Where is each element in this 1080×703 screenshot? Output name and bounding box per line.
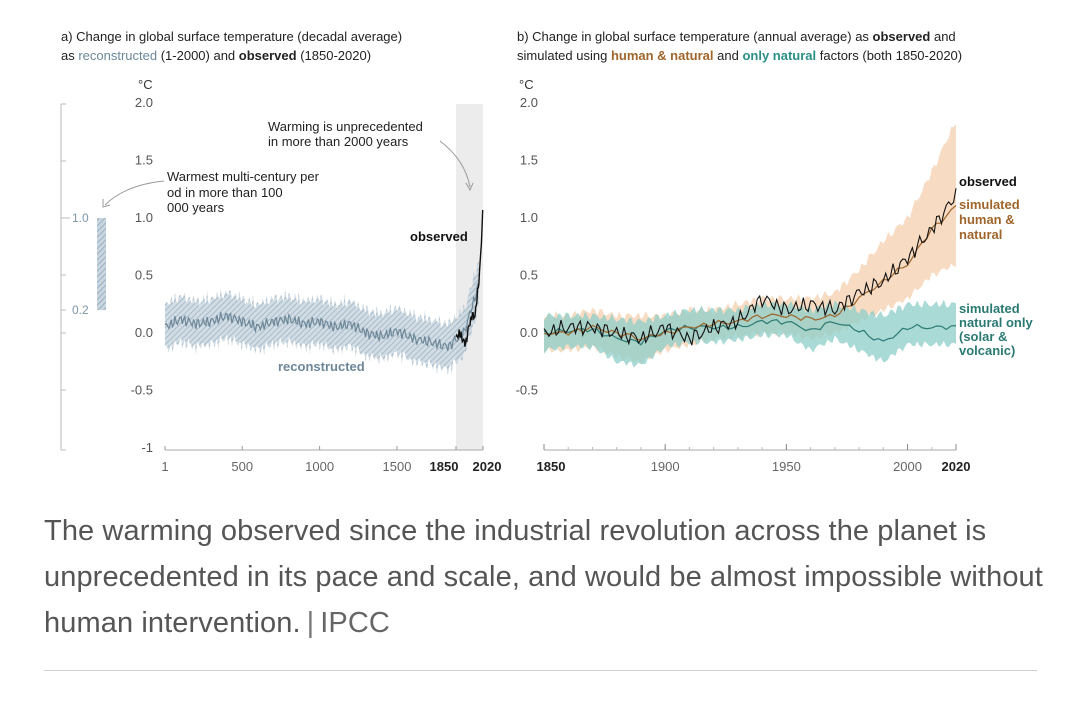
panel-a-annotation-arrowhead: [465, 182, 474, 192]
panel-b-legend-natural: natural only: [959, 315, 1033, 330]
panel-a-observed-line: [455, 209, 484, 347]
caption-source: IPCC: [320, 607, 390, 639]
panel-b-ylabel: °C: [519, 77, 534, 92]
panel-a-xtick-label: 1000: [305, 459, 334, 474]
panel-a-reconstructed-line: [164, 282, 480, 351]
panel-a-label-observed: observed: [410, 229, 468, 244]
panel-a-label-reconstructed: reconstructed: [278, 359, 365, 374]
panel-b-legend-human: natural: [959, 227, 1002, 242]
panel-b-xtick-label: 2000: [893, 459, 922, 474]
panel-a-ytick-label: -1: [141, 440, 153, 455]
panel-a-ylabel: °C: [138, 77, 153, 92]
panel-a-ytick-label: -0.5: [131, 383, 153, 398]
panel-a-title: a) Change in global surface temperature …: [61, 29, 403, 63]
panel-b-xtick-label: 1850: [537, 459, 566, 474]
divider: [44, 670, 1037, 671]
panel-b-ytick-label: 0.5: [520, 268, 538, 283]
panel-b-ytick-label: 2.0: [520, 95, 538, 110]
panel-a-annotation-unprecedented: in more than 2000 years: [268, 134, 409, 149]
panel-b-observed-line: [543, 188, 957, 346]
panel-a-xtick-label: 1850: [430, 459, 459, 474]
caption-text: The warming observed since the industria…: [44, 515, 1043, 639]
panel-b-ytick-label: 1.0: [520, 210, 538, 225]
panel-a-xtick-label: 2020: [473, 459, 502, 474]
panel-b-xtick-label: 1900: [651, 459, 680, 474]
panel-a-annotation-warmest: Warmest multi-century per: [167, 169, 320, 184]
figure-caption: The warming observed since the industria…: [44, 508, 1044, 646]
panel-a-xtick-label: 1500: [383, 459, 412, 474]
panel-a-side-bar: [97, 218, 106, 310]
panel-b-legend-human: human &: [959, 212, 1015, 227]
panel-b-legend-natural: volcanic): [959, 343, 1015, 358]
panel-b-legend-observed: observed: [959, 174, 1017, 189]
panel-a-ytick-label: 1.0: [135, 210, 153, 225]
panel-b-xtick-label: 2020: [942, 459, 971, 474]
panel-a-xtick-label: 500: [231, 459, 253, 474]
panel-a-xtick-label: 1: [161, 459, 168, 474]
panel-a-ytick-label: 0.0: [135, 325, 153, 340]
panel-a-ytick-label: 0.5: [135, 268, 153, 283]
panel-a-side-label: 1.0: [72, 211, 89, 225]
panel-a-annotation-warmest: 000 years: [167, 200, 225, 215]
temperature-charts: 1.00.22.01.51.00.50.0-0.5-1°C1 500 1000 150…: [60, 77, 1033, 474]
panel-b-legend-human: simulated: [959, 197, 1020, 212]
panel-b-natural-only-band: [544, 299, 956, 368]
panel-a-ytick-label: 2.0: [135, 95, 153, 110]
panel-b-legend-natural: simulated: [959, 301, 1020, 316]
panel-b-ytick-label: 0.0: [520, 325, 538, 340]
panel-a-annotation-arrowhead: [102, 199, 111, 208]
panel-a-reconstructed-band: [165, 260, 479, 375]
panel-a-annotation-warmest: od in more than 100: [167, 185, 283, 200]
panel-b-ytick-label: 1.5: [520, 153, 538, 168]
caption-separator: |: [306, 607, 315, 639]
panel-a-annotation-arrow: [439, 140, 471, 188]
panel-b-natural-only-line: [543, 319, 957, 346]
panel-a-annotation-unprecedented: Warming is unprecedented: [268, 119, 423, 134]
panel-a-ytick-label: 1.5: [135, 153, 153, 168]
panel-b-title: b) Change in global surface temperature …: [517, 29, 963, 63]
panel-b-xtick-label: 1950: [772, 459, 801, 474]
panel-a-annotation-arrow: [104, 180, 165, 206]
panel-a-side-label: 0.2: [72, 303, 89, 317]
panel-b-ytick-label: -0.5: [516, 383, 538, 398]
panel-b-legend-natural: (solar &: [959, 329, 1007, 344]
